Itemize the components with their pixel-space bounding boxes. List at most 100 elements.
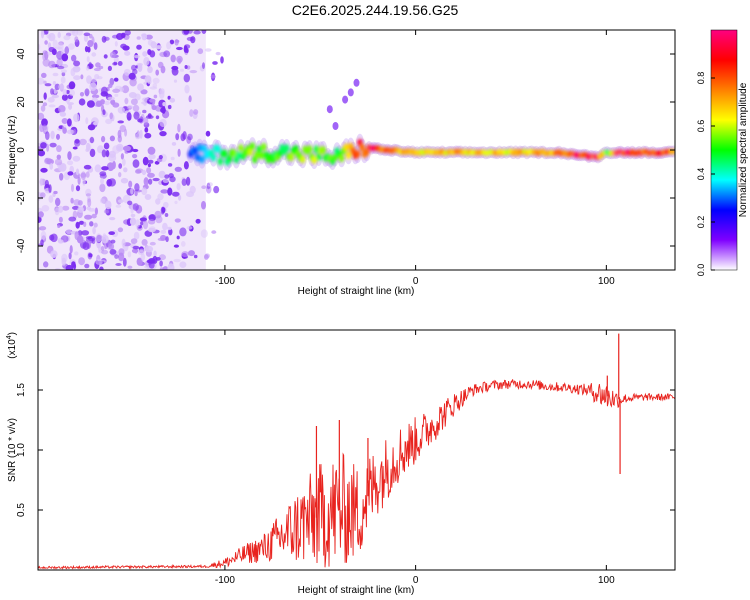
noise-speck: [134, 55, 141, 59]
noise-speck: [124, 50, 131, 56]
noise-speck: [77, 206, 84, 213]
noise-speck: [130, 238, 138, 244]
noise-speck: [48, 184, 52, 193]
noise-speck: [100, 246, 105, 251]
noise-speck: [93, 222, 98, 228]
noise-speck: [91, 237, 96, 245]
noise-speck: [159, 260, 163, 267]
spectrogram-y-axis-label: Frequency (Hz): [7, 116, 18, 185]
noise-speck: [123, 145, 131, 152]
noise-speck: [160, 189, 169, 194]
noise-speck: [163, 50, 171, 58]
noise-speck: [44, 157, 53, 165]
noise-speck: [129, 217, 137, 226]
noise-speck: [185, 176, 191, 186]
noise-speck: [181, 251, 189, 258]
noise-speck: [153, 94, 158, 99]
noise-speck: [130, 213, 136, 218]
colorbar-ticks: 0.0 0.2 0.4 0.6 0.8: [696, 72, 715, 276]
figure-title: C2E6.2025.244.19.56.G25: [291, 2, 459, 18]
noise-speck: [210, 74, 216, 79]
noise-speck: [44, 40, 48, 45]
noise-speck: [114, 254, 119, 259]
noise-speck: [119, 87, 124, 92]
noise-speck: [83, 32, 91, 37]
noise-speck: [204, 254, 209, 260]
noise-speck: [75, 168, 80, 176]
noise-speck: [39, 178, 43, 187]
noise-speck: [89, 221, 94, 227]
noise-speck: [65, 229, 72, 235]
noise-speck: [220, 56, 224, 64]
y-tick-label: 1.0: [16, 443, 27, 457]
noise-speck: [109, 217, 116, 221]
noise-speck: [48, 104, 56, 108]
noise-speck: [67, 151, 72, 161]
noise-speck: [83, 34, 89, 42]
noise-speck: [183, 73, 190, 83]
noise-speck: [40, 239, 44, 246]
noise-speck: [127, 200, 133, 206]
colorbar-tick-label: 0.2: [696, 216, 706, 229]
noise-speck: [144, 194, 152, 200]
noise-speck: [120, 43, 127, 49]
ridge-blob: [254, 151, 260, 159]
noise-speck: [129, 78, 137, 87]
noise-speck: [40, 142, 47, 149]
noise-speck: [85, 117, 89, 125]
noise-speck: [69, 89, 75, 97]
noise-speck: [54, 158, 63, 166]
noise-speck: [61, 118, 68, 124]
noise-speck: [92, 226, 96, 235]
noise-speck: [132, 104, 140, 112]
noise-speck: [148, 178, 153, 185]
noise-speck: [70, 197, 74, 204]
noise-speck: [67, 171, 74, 176]
noise-speck: [57, 239, 64, 244]
noise-speck: [130, 187, 134, 195]
noise-speck: [147, 79, 152, 85]
noise-speck: [94, 207, 98, 215]
noise-speck: [48, 60, 56, 69]
noise-speck: [57, 65, 65, 70]
noise-speck: [56, 58, 63, 68]
noise-speck: [147, 159, 154, 164]
noise-speck: [86, 100, 95, 108]
noise-speck: [154, 210, 162, 219]
ridge-blob: [236, 151, 242, 160]
noise-speck: [137, 83, 144, 91]
noise-speck: [48, 32, 56, 42]
noise-speck: [118, 163, 123, 169]
noise-speck: [75, 221, 80, 229]
noise-speck: [44, 179, 50, 189]
noise-speck: [121, 238, 126, 248]
noise-speck: [144, 132, 152, 139]
noise-speck: [153, 250, 157, 257]
ridge-blob: [288, 153, 294, 162]
noise-speck: [117, 106, 125, 114]
y-tick-label: 0.5: [16, 503, 27, 517]
noise-speck: [66, 129, 75, 135]
noise-speck: [113, 56, 119, 63]
noise-speck: [165, 236, 169, 243]
noise-speck: [38, 192, 41, 201]
snr-scale-note: (x104): [6, 332, 18, 359]
noise-speck: [115, 263, 122, 266]
noise-speck: [104, 100, 110, 106]
noise-speck: [188, 250, 195, 257]
noise-speck: [38, 112, 45, 120]
noise-speck: [142, 51, 148, 57]
noise-speck: [49, 142, 57, 148]
noise-speck: [109, 77, 115, 86]
noise-speck: [91, 52, 97, 57]
colorbar-tick-label: 0.6: [696, 120, 706, 133]
noise-speck: [157, 193, 164, 201]
noise-speck: [143, 177, 149, 186]
noise-speck: [141, 187, 148, 196]
noise-speck: [154, 160, 160, 165]
x-tick-label: -100: [215, 575, 235, 586]
noise-speck: [103, 36, 110, 41]
ridge-blob: [215, 145, 221, 153]
noise-speck: [178, 194, 182, 201]
